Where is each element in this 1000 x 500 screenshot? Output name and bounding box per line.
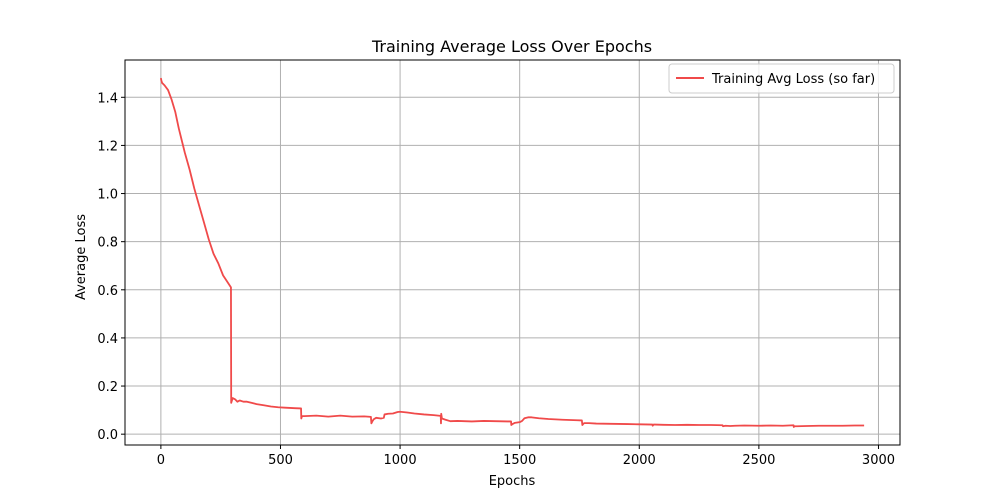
legend-box [668, 63, 895, 94]
plot-frame [124, 59, 901, 446]
series-line [159, 77, 865, 428]
y-tick-label: 1.4 [97, 91, 118, 106]
chart-title: Training Average Loss Over Epochs [371, 37, 652, 56]
y-tick-label: 0.0 [97, 428, 118, 443]
y-tick-label: 0.4 [97, 332, 118, 347]
x-axis-label: Epochs [489, 474, 536, 489]
series-layer [159, 77, 865, 428]
x-tick-label: 500 [268, 453, 293, 468]
x-tick-label: 1500 [503, 453, 536, 468]
grid [125, 60, 900, 445]
x-tick-label: 0 [157, 453, 165, 468]
legend: Training Avg Loss (so far) [668, 63, 895, 94]
x-tick-label: 3000 [862, 453, 895, 468]
x-tick-label: 1000 [384, 453, 417, 468]
y-tick-label: 0.8 [97, 236, 118, 251]
x-tick-label: 2500 [742, 453, 775, 468]
y-tick-label: 0.2 [97, 380, 118, 395]
legend-label: Training Avg Loss (so far) [711, 72, 875, 87]
y-tick-label: 0.6 [97, 284, 118, 299]
y-tick-label: 1.2 [97, 139, 118, 154]
x-axis: 0 500 1000 1500 2000 2500 3000 [157, 445, 895, 468]
y-axis-label: Average Loss [74, 214, 89, 300]
y-axis: 0.0 0.2 0.4 0.6 0.8 1.0 1.2 1.4 [97, 91, 125, 443]
x-tick-label: 2000 [623, 453, 656, 468]
y-tick-label: 1.0 [97, 188, 118, 203]
